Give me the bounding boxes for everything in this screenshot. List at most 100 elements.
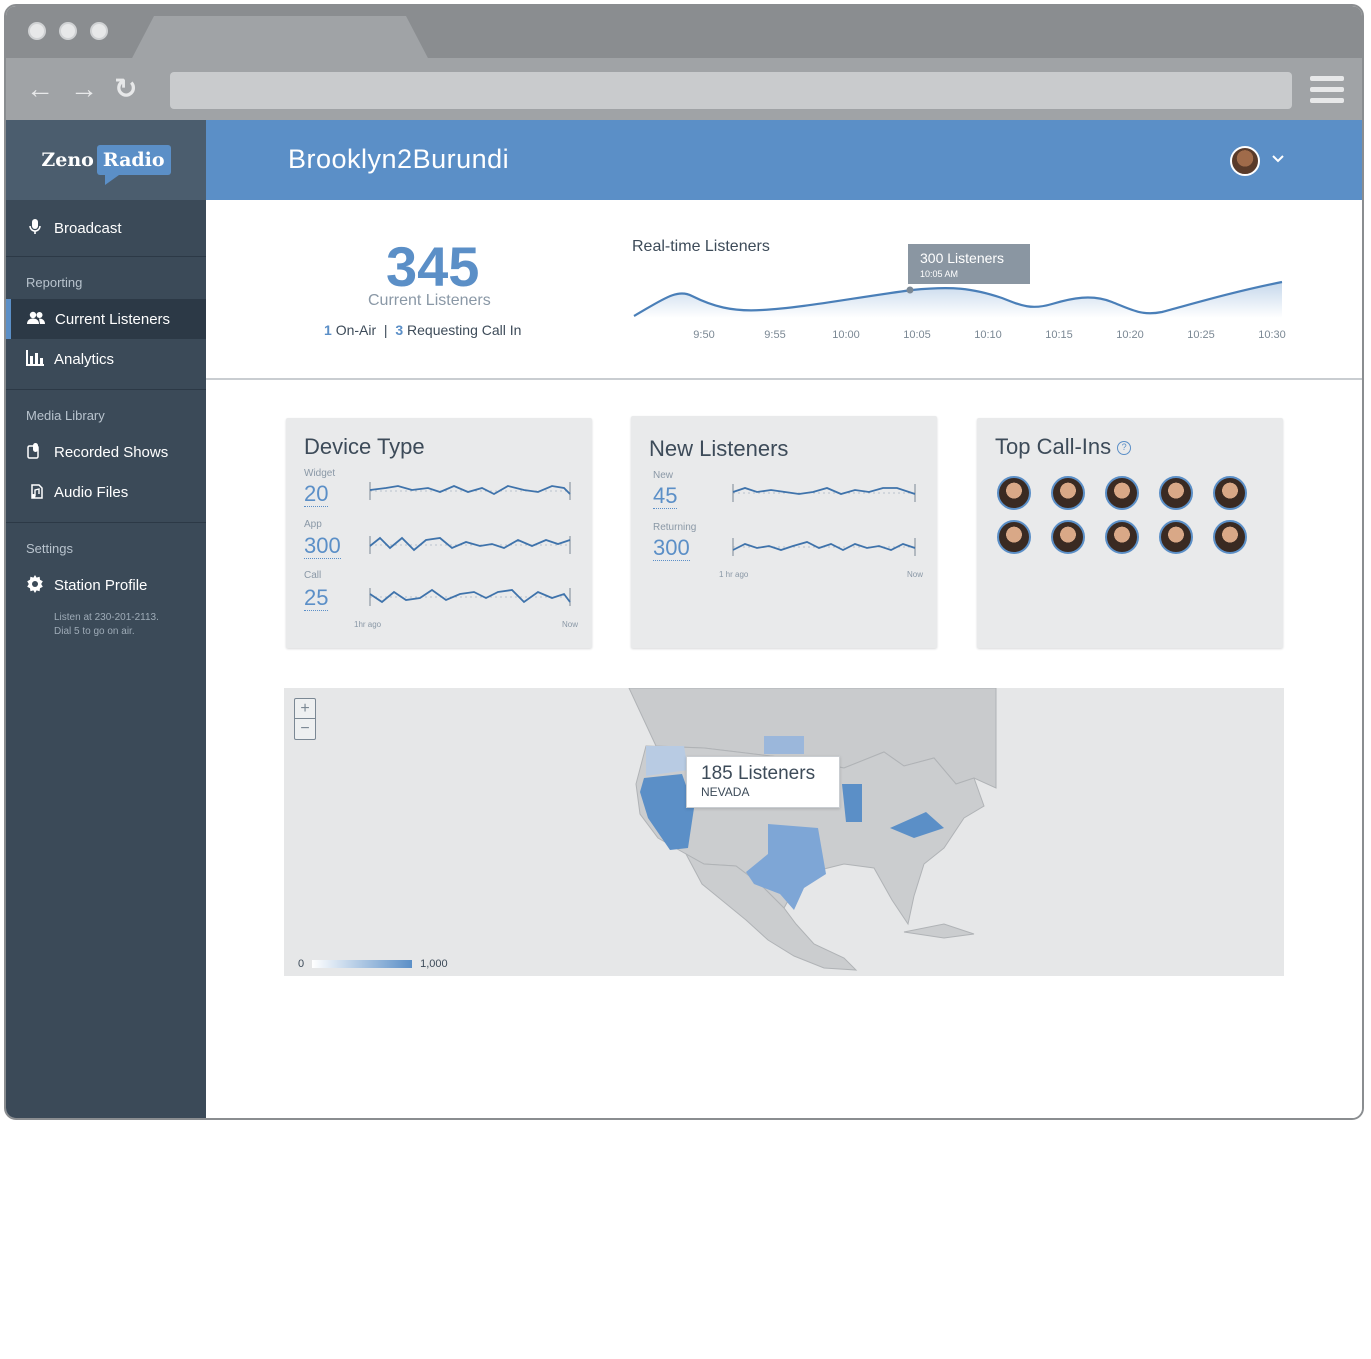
sidebar-label-broadcast: Broadcast	[54, 219, 122, 237]
state-north-carolina[interactable]	[890, 812, 944, 838]
realtime-x-ticks: 9:50 9:55 10:00 10:05 10:10 10:15 10:20 10:25 10…	[693, 329, 1285, 341]
window-controls	[28, 22, 108, 40]
reload-icon[interactable]: ↻	[114, 73, 138, 104]
back-arrow-icon[interactable]: ←	[26, 73, 54, 104]
map-tooltip-value: 185 Listeners	[701, 763, 816, 784]
logo-text: Zeno	[41, 149, 94, 171]
microphone-icon	[26, 218, 44, 238]
map-zoom-controls: + −	[294, 698, 316, 740]
call-label: Call	[304, 570, 322, 581]
call-sparkline	[369, 588, 571, 606]
app-sparkline	[369, 536, 571, 554]
app-value: 300	[304, 533, 341, 559]
sidebar-label-recorded-shows: Recorded Shows	[54, 443, 169, 461]
address-bar[interactable]	[170, 72, 1292, 109]
chevron-down-icon[interactable]	[1272, 150, 1284, 166]
close-window-dot[interactable]	[28, 22, 46, 40]
sidebar-divider	[6, 522, 206, 523]
help-icon[interactable]: ?	[1117, 441, 1132, 456]
realtime-tick-label: 10:20	[1116, 329, 1144, 341]
realtime-highlight-point[interactable]	[906, 286, 914, 294]
sidebar-item-audio-files[interactable]: Audio Files	[6, 472, 206, 512]
caribbean-region	[903, 923, 975, 939]
page-title: Brooklyn2Burundi	[288, 144, 510, 174]
menu-icon[interactable]	[1310, 76, 1344, 104]
sidebar-label-analytics: Analytics	[54, 350, 115, 368]
caller-grid	[997, 476, 1247, 554]
legend-min: 0	[298, 958, 305, 970]
browser-tab[interactable]	[130, 16, 430, 62]
current-listener-count: 345	[386, 235, 480, 298]
returning-sparkline	[732, 538, 916, 556]
sidebar-item-broadcast[interactable]: Broadcast	[6, 200, 206, 256]
caller-avatar[interactable]	[997, 476, 1031, 510]
stats-bar: 345 Current Listeners 1 On-Air | 3 Reque…	[206, 200, 1362, 380]
bar-chart-icon	[26, 349, 44, 369]
new-label: New	[653, 470, 674, 481]
recorded-mic-icon	[26, 442, 44, 462]
realtime-tick-label: 9:50	[693, 329, 714, 341]
new-listeners-card: New Listeners New 45 Returning 300 1 hr …	[631, 416, 937, 648]
dashboard: 345 Current Listeners 1 On-Air | 3 Reque…	[206, 200, 1362, 1118]
caller-avatar[interactable]	[1051, 476, 1085, 510]
minimize-window-dot[interactable]	[59, 22, 77, 40]
gear-icon	[26, 574, 44, 596]
dial-in-note: Listen at 230-201-2113. Dial 5 to go on …	[6, 605, 206, 639]
sidebar: Zeno Radio Broadcast Reporting Current Li…	[6, 120, 206, 1118]
device-type-card: Device Type Widget 20 App 300 Call 25	[286, 418, 592, 648]
caller-avatar[interactable]	[1105, 520, 1139, 554]
sidebar-label-current-listeners: Current Listeners	[55, 310, 171, 328]
caller-avatar[interactable]	[1159, 476, 1193, 510]
realtime-tooltip-time: 10:05 AM	[920, 269, 958, 279]
dial-in-number: Listen at 230-201-2113.	[54, 612, 159, 623]
caller-avatar[interactable]	[1213, 476, 1247, 510]
realtime-tooltip	[908, 244, 1030, 284]
section-header-settings: Settings	[26, 541, 73, 556]
realtime-tooltip-value: 300 Listeners	[920, 250, 1004, 266]
caller-avatar[interactable]	[1213, 520, 1247, 554]
zoom-out-button[interactable]: −	[300, 720, 310, 737]
browser-nav: ← → ↻	[26, 75, 137, 103]
caller-avatar[interactable]	[1105, 476, 1139, 510]
state-washington-oregon[interactable]	[646, 746, 688, 776]
caller-avatar[interactable]	[1159, 520, 1193, 554]
returning-value: 300	[653, 535, 690, 561]
sidebar-item-recorded-shows[interactable]: Recorded Shows	[6, 432, 206, 472]
top-callins-title: Top Call-Ins	[995, 434, 1112, 459]
realtime-line	[633, 280, 1283, 317]
section-header-media-library: Media Library	[26, 408, 105, 423]
realtime-tick-label: 10:15	[1045, 329, 1073, 341]
forward-arrow-icon[interactable]: →	[70, 73, 98, 104]
zoom-in-button[interactable]: +	[295, 699, 315, 719]
realtime-tick-label: 10:30	[1258, 329, 1286, 341]
caller-avatar[interactable]	[1051, 520, 1085, 554]
state-north-dakota[interactable]	[764, 736, 804, 754]
top-callins-heading: Top Call-Ins?	[995, 434, 1132, 460]
sidebar-item-station-profile[interactable]: Station Profile	[6, 565, 206, 605]
widget-value: 20	[304, 481, 329, 507]
state-texas[interactable]	[746, 824, 826, 910]
browser-titlebar	[6, 6, 1362, 62]
widget-label: Widget	[304, 468, 336, 479]
state-california-nevada[interactable]	[640, 774, 694, 850]
sidebar-label-audio-files: Audio Files	[54, 483, 129, 501]
sidebar-divider	[6, 256, 206, 257]
top-callins-card: Top Call-Ins?	[977, 418, 1283, 648]
state-illinois[interactable]	[842, 784, 862, 822]
current-listener-label: Current Listeners	[368, 292, 491, 309]
realtime-tick-label: 10:00	[832, 329, 860, 341]
sidebar-label-station-profile: Station Profile	[54, 576, 148, 594]
new-axis-start: 1 hr ago	[719, 570, 749, 579]
north-america-map	[628, 688, 997, 971]
maximize-window-dot[interactable]	[90, 22, 108, 40]
widget-sparkline	[369, 482, 571, 500]
sidebar-item-analytics[interactable]: Analytics	[6, 339, 206, 379]
user-avatar[interactable]	[1230, 146, 1260, 176]
sidebar-item-current-listeners[interactable]: Current Listeners	[6, 299, 206, 339]
zeno-radio-logo[interactable]: Zeno Radio	[41, 145, 171, 185]
listener-map[interactable]: + − 185 Listeners NEVADA 0 1,000	[284, 688, 1284, 976]
caller-avatar[interactable]	[997, 520, 1031, 554]
audio-file-icon	[26, 483, 44, 502]
legend-max: 1,000	[420, 958, 448, 970]
app: Zeno Radio Broadcast Reporting Current Li…	[6, 120, 1362, 1118]
